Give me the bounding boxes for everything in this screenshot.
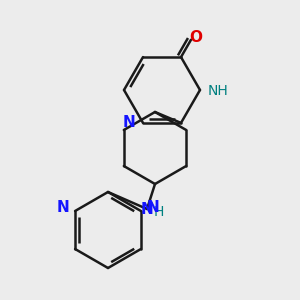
Text: NH: NH: [208, 84, 229, 98]
Text: N: N: [122, 116, 135, 130]
Text: N: N: [56, 200, 69, 215]
Text: N: N: [147, 200, 160, 215]
Text: O: O: [190, 30, 202, 45]
Text: N: N: [141, 202, 153, 217]
Text: H: H: [154, 205, 164, 219]
